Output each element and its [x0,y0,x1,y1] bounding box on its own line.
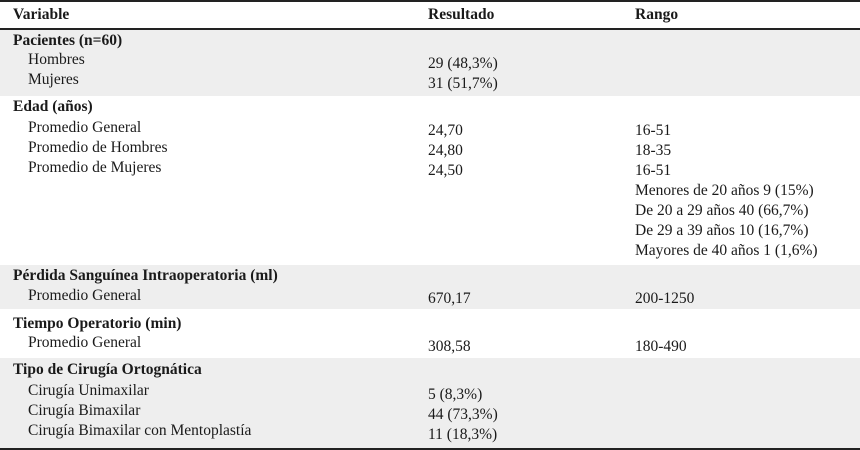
row-label-bimaxilar-mentoplastia: Cirugía Bimaxilar con Mentoplastía [28,422,252,439]
row-resultado-promedio-hombres: 24,80 [428,142,463,159]
section-title-edad: Edad (años) [13,98,93,115]
age-bracket-20-29: De 20 a 29 años 40 (66,7%) [635,202,809,219]
section-title-perdida-sanguinea: Pérdida Sanguínea Intraoperatoria (ml) [13,267,278,284]
row-resultado-perdida-promedio: 670,17 [428,290,471,307]
row-resultado-promedio-general: 24,70 [428,122,463,139]
section-title-tiempo-operatorio: Tiempo Operatorio (min) [13,315,182,332]
row-label-perdida-promedio: Promedio General [28,287,142,304]
header-resultado: Resultado [428,6,495,23]
row-resultado-hombres: 29 (48,3%) [428,55,498,72]
row-resultado-unimaxilar: 5 (8,3%) [428,386,483,403]
section-band-perdida [0,265,860,309]
row-resultado-tiempo-promedio: 308,58 [428,338,471,355]
header-rango: Rango [635,6,679,23]
age-bracket-29-39: De 29 a 39 años 10 (16,7%) [635,222,809,239]
row-label-bimaxilar: Cirugía Bimaxilar [28,402,141,419]
row-label-promedio-general: Promedio General [28,119,142,136]
row-rango-promedio-mujeres: 16-51 [635,162,672,179]
row-label-promedio-hombres: Promedio de Hombres [28,139,168,156]
header-rule [0,28,860,30]
age-bracket-under-20: Menores de 20 años 9 (15%) [635,182,814,199]
row-resultado-bimaxilar: 44 (73,3%) [428,406,498,423]
row-resultado-mujeres: 31 (51,7%) [428,75,498,92]
section-title-tipo-cirugia: Tipo de Cirugía Ortognática [13,361,202,378]
row-label-mujeres: Mujeres [28,71,79,88]
table-bottom-rule [0,448,860,450]
row-label-hombres: Hombres [28,51,85,68]
section-title-pacientes: Pacientes (n=60) [13,32,123,49]
section-band-pacientes [0,29,860,96]
row-rango-promedio-hombres: 18-35 [635,142,672,159]
row-resultado-bimaxilar-mentoplastia: 11 (18,3%) [428,426,498,443]
row-label-unimaxilar: Cirugía Unimaxilar [28,382,149,399]
row-resultado-promedio-mujeres: 24,50 [428,162,463,179]
age-bracket-over-40: Mayores de 40 años 1 (1,6%) [635,242,818,259]
row-rango-perdida-promedio: 200-1250 [635,290,695,307]
row-label-tiempo-promedio: Promedio General [28,334,142,351]
table-top-rule [0,0,860,2]
header-variable: Variable [13,6,70,23]
section-band-tipo-cirugia [0,358,860,448]
row-rango-promedio-general: 16-51 [635,122,672,139]
row-rango-tiempo-promedio: 180-490 [635,338,687,355]
row-label-promedio-mujeres: Promedio de Mujeres [28,159,162,176]
